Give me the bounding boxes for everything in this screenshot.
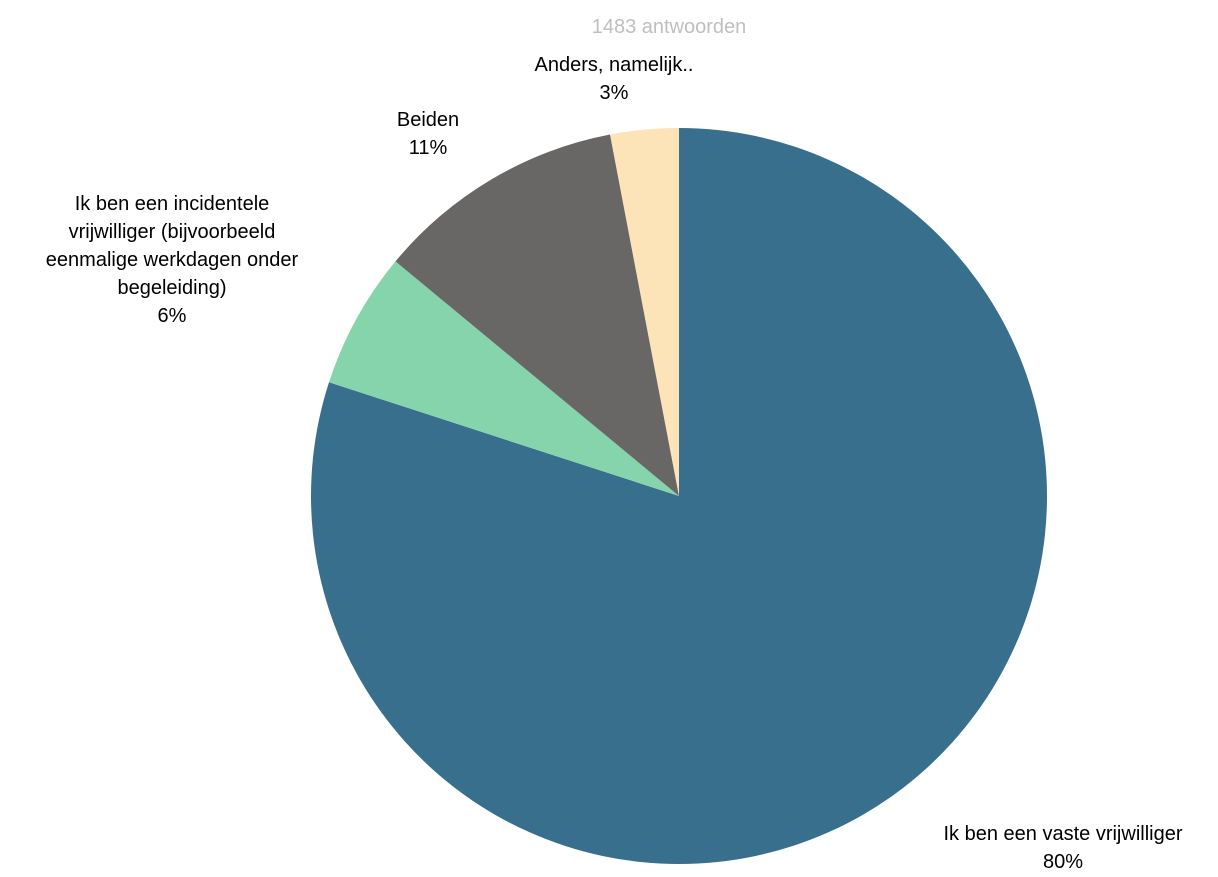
slice-category-label: vrijwilliger (bijvoorbeeld (69, 221, 276, 243)
pie-slice (395, 134, 679, 496)
pie-slice (329, 261, 679, 496)
pie-slices (310, 128, 1047, 865)
slice-label: Beiden 11% (397, 109, 459, 159)
pie-slice (310, 128, 1047, 865)
slice-labels: Ik ben een vaste vrijwilliger 80%Ik ben e… (46, 54, 1183, 873)
slice-category-label: begeleiding) (118, 277, 227, 299)
slice-value-label: 11% (409, 137, 448, 159)
slice-label: Ik ben een vaste vrijwilliger 80% (944, 823, 1183, 872)
slice-category-label: eenmalige werkdagen onder (46, 249, 299, 271)
slice-value-label: 80% (1043, 851, 1083, 872)
pie-slice (610, 128, 679, 496)
slice-category-label: Beiden (397, 109, 459, 131)
slice-label: Anders, namelijk.. 3% (535, 54, 694, 104)
slice-value-label: 3% (600, 82, 629, 104)
slice-label: Ik ben een incidentele vrijwilliger (bijv… (46, 193, 299, 327)
slice-category-label: Ik ben een vaste vrijwilliger (944, 823, 1183, 845)
slice-value-label: 6% (158, 305, 187, 327)
chart-title: 1483 antwoorden (592, 16, 747, 38)
slice-category-label: Anders, namelijk.. (535, 54, 694, 76)
slice-category-label: Ik ben een incidentele (75, 193, 270, 215)
